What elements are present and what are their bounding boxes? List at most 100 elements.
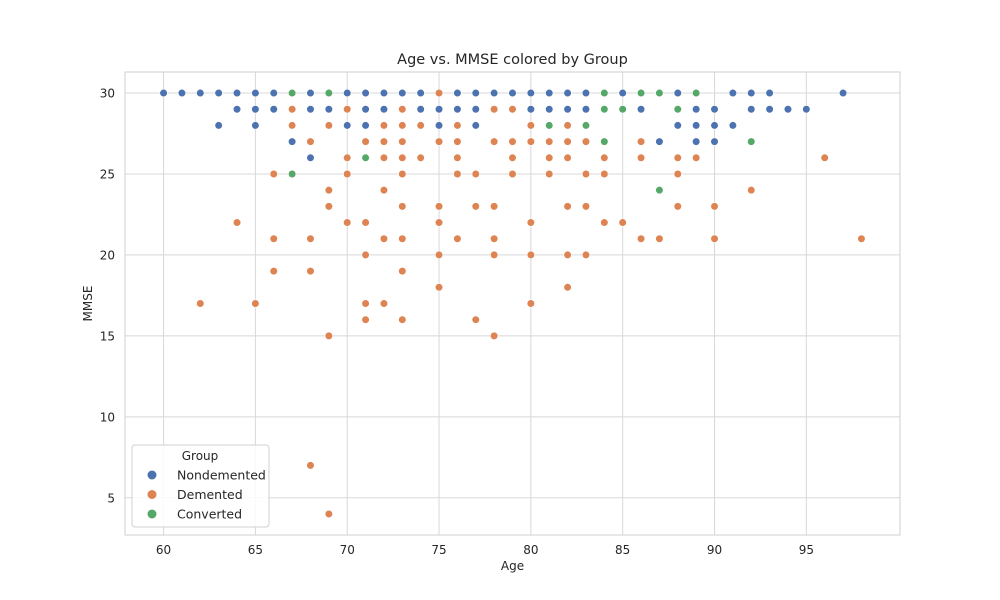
- data-point: [508, 88, 517, 98]
- data-point: [783, 105, 793, 114]
- data-point: [453, 105, 462, 114]
- data-point: [526, 250, 535, 260]
- data-point: [526, 105, 535, 114]
- data-point: [251, 88, 260, 98]
- data-point: [361, 121, 370, 130]
- data-point: [361, 250, 370, 260]
- data-point: [288, 169, 297, 179]
- data-point: [710, 234, 719, 243]
- x-tick-label: 75: [431, 543, 446, 557]
- data-point: [453, 121, 462, 130]
- data-point: [434, 283, 444, 292]
- x-tick-label: 80: [523, 543, 538, 557]
- data-point: [600, 105, 609, 114]
- data-point: [490, 250, 499, 260]
- data-point: [251, 105, 260, 114]
- data-point: [618, 105, 627, 114]
- data-point: [802, 105, 811, 114]
- data-point: [453, 234, 462, 243]
- data-point: [581, 250, 591, 260]
- data-point: [581, 202, 591, 211]
- x-axis-title: Age: [501, 559, 524, 573]
- data-point: [618, 218, 627, 227]
- data-point: [471, 202, 480, 211]
- legend-label: Demented: [177, 487, 243, 502]
- data-point: [251, 299, 260, 308]
- data-point: [288, 105, 297, 114]
- data-point: [398, 88, 407, 98]
- data-point: [343, 153, 352, 162]
- data-point: [581, 105, 591, 114]
- data-point: [379, 153, 389, 162]
- data-point: [434, 250, 444, 260]
- data-point: [361, 153, 370, 162]
- data-point: [288, 88, 297, 98]
- legend-entries: Nondemented Demented Converted: [147, 468, 266, 522]
- data-point: [324, 186, 333, 195]
- x-tick-label: 60: [156, 543, 171, 557]
- series-demented: [196, 88, 866, 519]
- data-point: [306, 105, 315, 114]
- data-point: [673, 105, 682, 114]
- x-tick-label: 65: [248, 543, 263, 557]
- data-point: [490, 105, 499, 114]
- data-point: [288, 121, 297, 130]
- data-point: [710, 121, 719, 130]
- data-point: [673, 202, 682, 211]
- legend: Group Nondemented Demented Converted: [131, 444, 270, 528]
- data-point: [471, 105, 480, 114]
- data-point: [398, 105, 407, 114]
- data-point: [710, 202, 719, 211]
- data-point: [379, 121, 389, 130]
- data-point: [526, 218, 535, 227]
- data-point: [710, 137, 719, 146]
- legend-label: Converted: [177, 507, 242, 522]
- data-point: [747, 137, 756, 146]
- data-point: [490, 88, 499, 98]
- data-point: [692, 105, 701, 114]
- data-point: [379, 88, 389, 98]
- data-point: [692, 153, 701, 162]
- data-point: [379, 186, 389, 195]
- data-point: [434, 105, 444, 114]
- data-point: [434, 121, 444, 130]
- y-axis-ticks: 5 10 15 20 25 30: [100, 87, 115, 506]
- data-point: [398, 121, 407, 130]
- legend-box: [131, 444, 270, 528]
- data-point: [710, 105, 719, 114]
- data-point: [490, 202, 499, 211]
- data-point: [343, 218, 352, 227]
- data-point: [471, 88, 480, 98]
- data-point: [563, 105, 572, 114]
- data-point: [361, 137, 370, 146]
- x-axis-ticks: 60 65 70 75 80 85 90 95: [156, 543, 814, 557]
- chart-title: Age vs. MMSE colored by Group: [397, 52, 628, 68]
- data-point: [581, 137, 591, 146]
- data-point: [159, 88, 168, 98]
- data-point: [306, 267, 315, 276]
- y-axis-title: MMSE: [81, 286, 95, 322]
- data-point: [692, 137, 701, 146]
- data-point: [398, 234, 407, 243]
- data-point: [581, 121, 591, 130]
- data-point: [361, 315, 370, 324]
- data-point: [508, 105, 517, 114]
- data-point: [765, 88, 774, 98]
- series-converted: [288, 88, 756, 195]
- legend-marker: [147, 490, 157, 499]
- legend-label: Nondemented: [177, 468, 266, 483]
- data-point: [526, 121, 535, 130]
- data-point: [232, 105, 242, 114]
- data-point: [416, 105, 425, 114]
- data-point: [545, 105, 554, 114]
- data-point: [306, 88, 315, 98]
- data-point: [563, 137, 572, 146]
- data-point: [820, 153, 829, 162]
- data-point: [196, 299, 205, 308]
- data-point: [324, 88, 333, 98]
- y-tick-label: 25: [100, 167, 115, 181]
- data-point: [324, 509, 333, 519]
- y-tick-label: 15: [100, 329, 115, 343]
- data-point: [490, 331, 499, 340]
